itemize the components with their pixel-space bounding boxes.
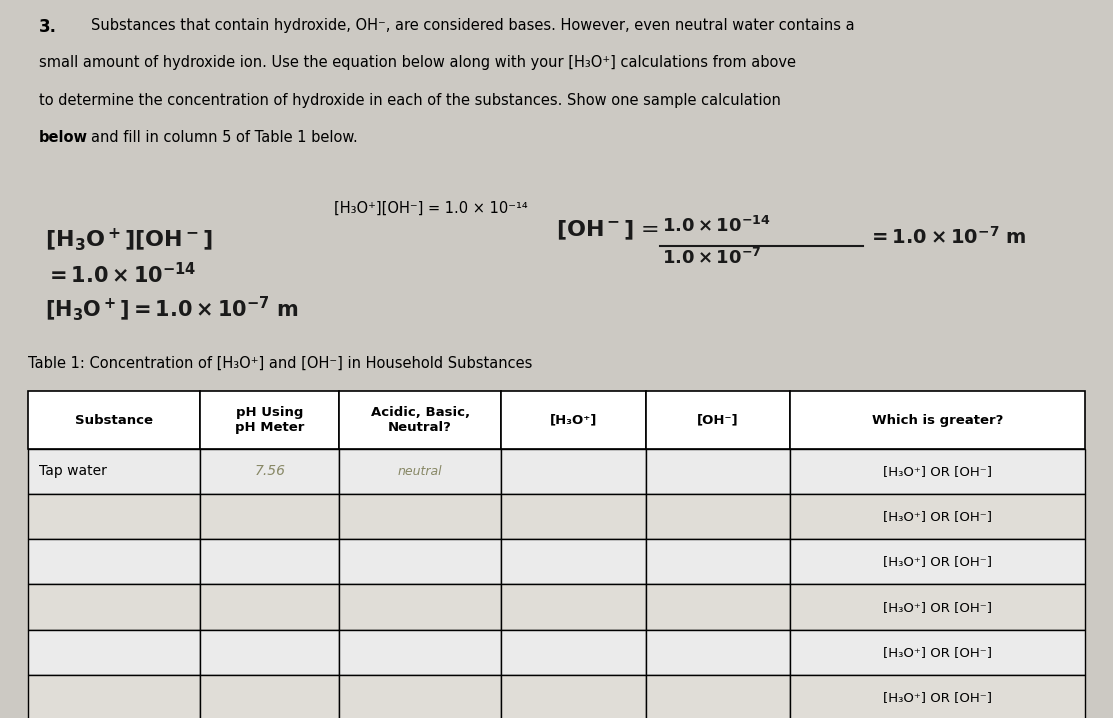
Bar bbox=[200, 391, 339, 449]
Text: $\bf{= 1.0\times10^{-14}}$: $\bf{= 1.0\times10^{-14}}$ bbox=[45, 262, 196, 287]
Bar bbox=[28, 630, 200, 675]
Bar bbox=[200, 675, 339, 718]
Bar bbox=[28, 584, 200, 630]
Bar bbox=[339, 584, 501, 630]
Bar bbox=[646, 494, 790, 539]
Bar bbox=[646, 630, 790, 675]
Bar bbox=[339, 449, 501, 494]
Bar bbox=[200, 584, 339, 630]
Bar bbox=[790, 584, 1085, 630]
Text: $\bf{[OH^-]}$ =: $\bf{[OH^-]}$ = bbox=[556, 219, 662, 243]
Text: pH Using
pH Meter: pH Using pH Meter bbox=[235, 406, 305, 434]
Text: 3.: 3. bbox=[39, 18, 57, 36]
Bar bbox=[28, 675, 200, 718]
Text: [H₃O⁺]: [H₃O⁺] bbox=[550, 414, 597, 426]
Text: Tap water: Tap water bbox=[39, 465, 107, 478]
Bar bbox=[501, 539, 646, 584]
Bar bbox=[646, 391, 790, 449]
Text: small amount of hydroxide ion. Use the equation below along with your [H₃O⁺] cal: small amount of hydroxide ion. Use the e… bbox=[39, 55, 796, 70]
Text: [H₃O⁺] OR [OH⁻]: [H₃O⁺] OR [OH⁻] bbox=[884, 645, 992, 659]
Bar bbox=[200, 449, 339, 494]
Text: [H₃O⁺] OR [OH⁻]: [H₃O⁺] OR [OH⁻] bbox=[884, 691, 992, 704]
Bar bbox=[790, 449, 1085, 494]
Bar bbox=[790, 630, 1085, 675]
Bar bbox=[339, 675, 501, 718]
Bar bbox=[646, 584, 790, 630]
Text: below: below bbox=[39, 130, 88, 145]
Text: $\bf{= 1.0\times10^{-7}\ m}$: $\bf{= 1.0\times10^{-7}\ m}$ bbox=[868, 226, 1026, 248]
Bar bbox=[28, 539, 200, 584]
Text: [OH⁻]: [OH⁻] bbox=[697, 414, 739, 426]
Text: 7.56: 7.56 bbox=[255, 465, 285, 478]
Text: $\bf{[H_3O^+] = 1.0\times10^{-7}\ m}$: $\bf{[H_3O^+] = 1.0\times10^{-7}\ m}$ bbox=[45, 294, 298, 323]
Bar bbox=[501, 630, 646, 675]
Text: [H₃O⁺] OR [OH⁻]: [H₃O⁺] OR [OH⁻] bbox=[884, 510, 992, 523]
Text: Substance: Substance bbox=[75, 414, 154, 426]
Bar bbox=[646, 539, 790, 584]
Text: Acidic, Basic,
Neutral?: Acidic, Basic, Neutral? bbox=[371, 406, 470, 434]
Text: Which is greater?: Which is greater? bbox=[871, 414, 1004, 426]
Bar bbox=[339, 630, 501, 675]
Text: [H₃O⁺][OH⁻] = 1.0 × 10⁻¹⁴: [H₃O⁺][OH⁻] = 1.0 × 10⁻¹⁴ bbox=[334, 201, 528, 216]
Bar bbox=[28, 449, 200, 494]
Bar bbox=[339, 494, 501, 539]
Bar bbox=[501, 449, 646, 494]
Bar bbox=[339, 539, 501, 584]
Text: [H₃O⁺] OR [OH⁻]: [H₃O⁺] OR [OH⁻] bbox=[884, 600, 992, 614]
Bar bbox=[200, 494, 339, 539]
Text: [H₃O⁺] OR [OH⁻]: [H₃O⁺] OR [OH⁻] bbox=[884, 555, 992, 569]
Text: Table 1: Concentration of [H₃O⁺] and [OH⁻] in Household Substances: Table 1: Concentration of [H₃O⁺] and [OH… bbox=[28, 355, 532, 370]
Bar bbox=[501, 494, 646, 539]
Text: Substances that contain hydroxide, OH⁻, are considered bases. However, even neut: Substances that contain hydroxide, OH⁻, … bbox=[91, 18, 855, 33]
Bar bbox=[501, 584, 646, 630]
Bar bbox=[501, 675, 646, 718]
Bar bbox=[28, 391, 200, 449]
Text: $\bf{1.0\times10^{-7}}$: $\bf{1.0\times10^{-7}}$ bbox=[662, 248, 761, 268]
Bar bbox=[339, 391, 501, 449]
Text: and fill in column 5 of Table 1 below.: and fill in column 5 of Table 1 below. bbox=[91, 130, 358, 145]
Text: $\bf{1.0\times10^{-14}}$: $\bf{1.0\times10^{-14}}$ bbox=[662, 215, 771, 236]
Text: [H₃O⁺] OR [OH⁻]: [H₃O⁺] OR [OH⁻] bbox=[884, 465, 992, 478]
Bar bbox=[501, 391, 646, 449]
Text: $\bf{[H_3O^+][OH^-]}$: $\bf{[H_3O^+][OH^-]}$ bbox=[45, 226, 211, 253]
Bar bbox=[790, 675, 1085, 718]
Bar bbox=[790, 391, 1085, 449]
Bar bbox=[646, 449, 790, 494]
Bar bbox=[200, 539, 339, 584]
Bar bbox=[790, 494, 1085, 539]
Bar bbox=[646, 675, 790, 718]
Text: neutral: neutral bbox=[397, 465, 443, 478]
Bar bbox=[28, 494, 200, 539]
Bar bbox=[790, 539, 1085, 584]
Bar bbox=[200, 630, 339, 675]
Text: to determine the concentration of hydroxide in each of the substances. Show one : to determine the concentration of hydrox… bbox=[39, 93, 781, 108]
